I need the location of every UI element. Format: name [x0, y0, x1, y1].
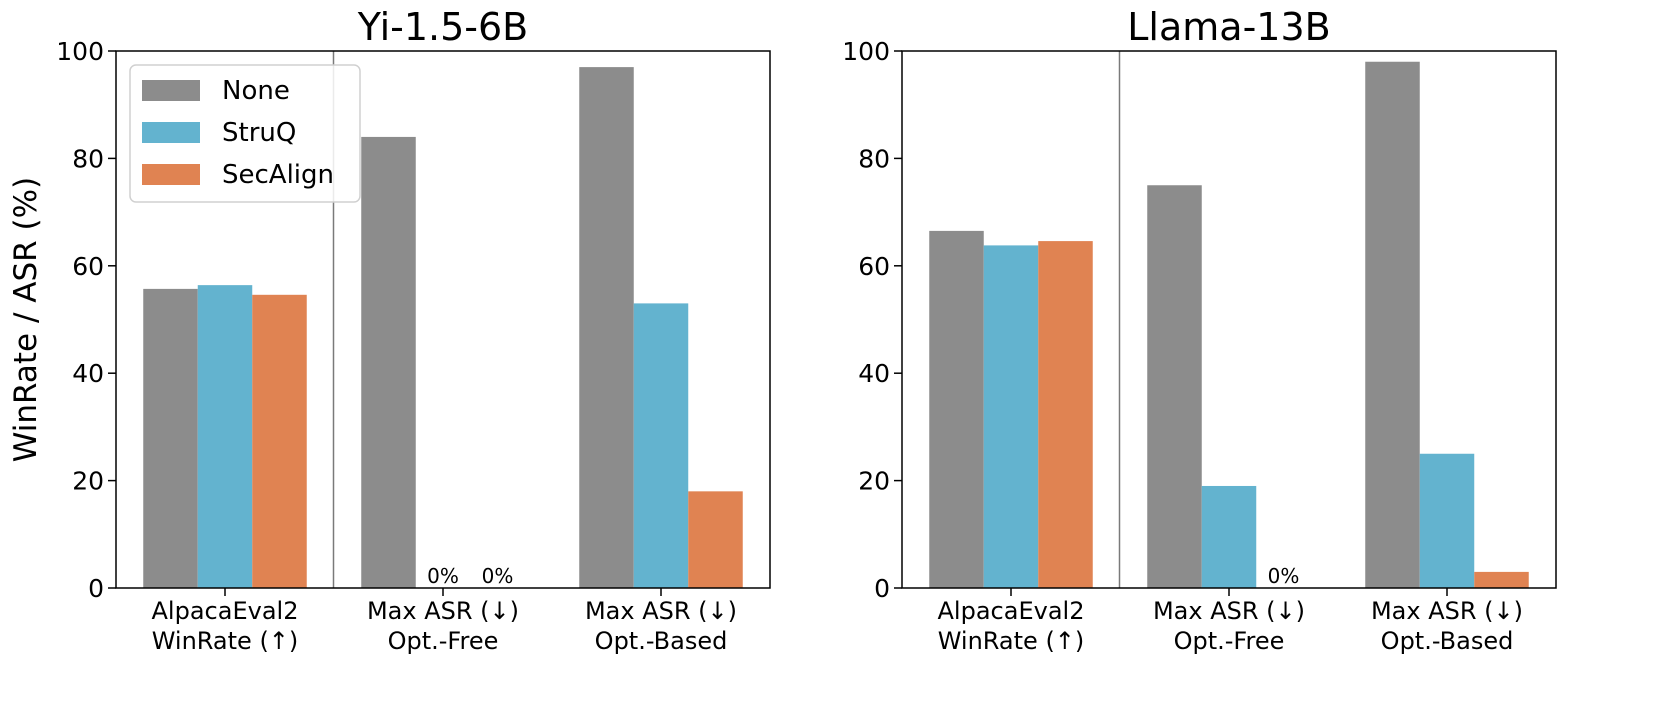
bar-struq-0 — [197, 285, 253, 588]
x-tick-label: Opt.-Based — [595, 627, 728, 655]
y-tick-label: 20 — [858, 467, 890, 496]
bar-none-0 — [143, 288, 198, 588]
bar-none-2 — [1365, 61, 1420, 589]
x-tick-label: WinRate (↑) — [152, 627, 299, 655]
y-tick-label: 80 — [72, 144, 104, 173]
bar-struq-0 — [983, 245, 1039, 589]
bar-none-2 — [579, 67, 634, 589]
y-tick-label: 0 — [88, 574, 104, 603]
y-tick-label: 20 — [72, 467, 104, 496]
x-tick-label: Opt.-Free — [388, 627, 499, 655]
x-tick-label: Max ASR (↓) — [585, 597, 737, 625]
x-tick-label: AlpacaEval2 — [938, 597, 1085, 625]
panel-title: Llama-13B — [1127, 5, 1330, 49]
x-tick-label: Max ASR (↓) — [1371, 597, 1523, 625]
y-tick-label: 40 — [72, 359, 104, 388]
bar-secalign-2 — [688, 491, 743, 588]
y-tick-label: 80 — [858, 144, 890, 173]
x-tick-label: WinRate (↑) — [938, 627, 1085, 655]
bar-struq-2 — [633, 303, 689, 588]
y-axis-label: WinRate / ASR (%) — [8, 177, 44, 462]
panel-title: Yi-1.5-6B — [357, 5, 529, 49]
bar-secalign-0 — [1038, 241, 1093, 588]
legend-label-struq: StruQ — [222, 118, 296, 148]
bar-none-1 — [361, 136, 416, 589]
zero-annotation: 0% — [1268, 564, 1300, 588]
bar-none-1 — [1147, 185, 1202, 588]
bar-secalign-2 — [1474, 571, 1529, 588]
x-tick-label: Max ASR (↓) — [1153, 597, 1305, 625]
legend-swatch-struq — [142, 122, 200, 143]
bar-struq-2 — [1419, 453, 1475, 588]
bar-secalign-0 — [252, 294, 307, 588]
x-tick-label: Opt.-Based — [1381, 627, 1514, 655]
y-tick-label: 60 — [72, 252, 104, 281]
bar-struq-1 — [1201, 485, 1257, 588]
y-tick-label: 100 — [56, 37, 104, 66]
y-tick-label: 60 — [858, 252, 890, 281]
x-tick-label: AlpacaEval2 — [152, 597, 299, 625]
zero-annotation: 0% — [427, 564, 459, 588]
x-tick-label: Opt.-Free — [1174, 627, 1285, 655]
legend-swatch-secalign — [142, 164, 200, 185]
zero-annotation: 0% — [482, 564, 514, 588]
x-tick-label: Max ASR (↓) — [367, 597, 519, 625]
bar-none-0 — [929, 230, 984, 588]
y-tick-label: 40 — [858, 359, 890, 388]
legend-label-none: None — [222, 76, 290, 106]
legend-swatch-none — [142, 80, 200, 101]
legend-label-secalign: SecAlign — [222, 160, 334, 190]
y-tick-label: 0 — [874, 574, 890, 603]
y-tick-label: 100 — [842, 37, 890, 66]
